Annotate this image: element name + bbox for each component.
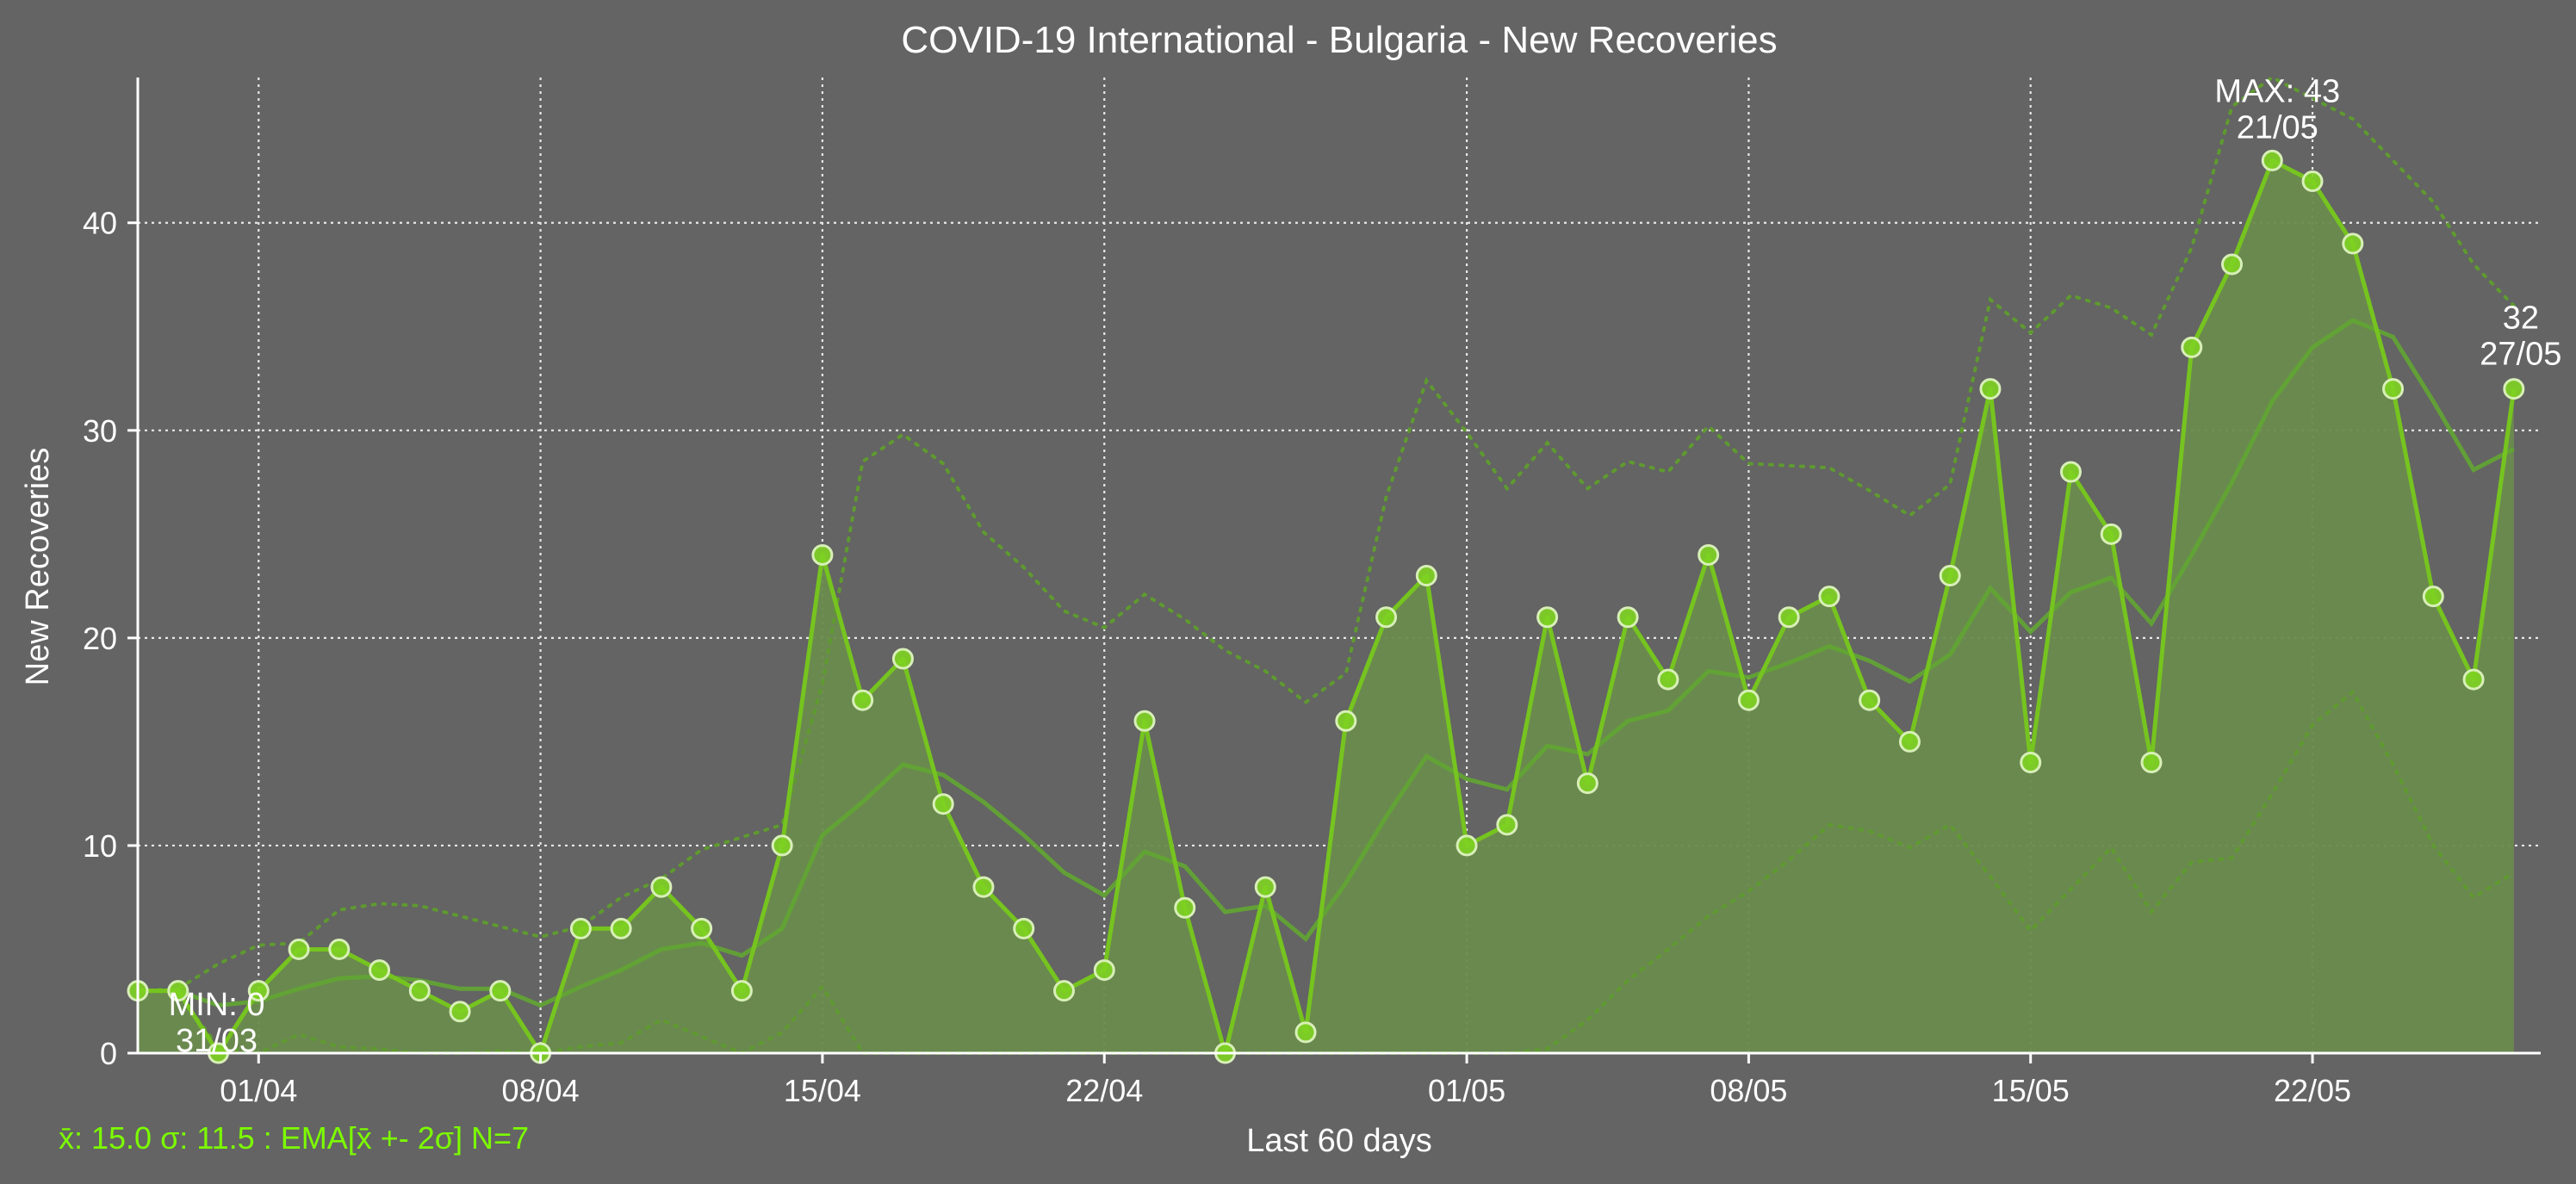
data-point (1698, 543, 1720, 566)
last-annotation-value: 32 (2503, 301, 2539, 337)
data-point (972, 876, 995, 898)
stats-footer: x̄: 15.0 σ: 11.5 : EMA[x̄ +- 2σ] N=7 (59, 1120, 529, 1156)
x-tick-label: 22/04 (1065, 1073, 1143, 1108)
data-point (2140, 752, 2163, 774)
min-annotation-date: 31/03 (176, 1023, 258, 1059)
data-point (2181, 336, 2203, 358)
data-point (569, 917, 592, 939)
data-point (2221, 253, 2244, 276)
data-point (2261, 149, 2283, 171)
data-point (2462, 668, 2485, 691)
x-tick-label: 15/05 (1992, 1073, 2070, 1108)
area-fill (138, 160, 2514, 1053)
data-point (369, 959, 391, 982)
data-point (1818, 586, 1840, 608)
data-point (691, 917, 713, 939)
area-polygon (138, 160, 2514, 1053)
data-point (1737, 689, 1760, 711)
chart-title: COVID-19 International - Bulgaria - New … (901, 19, 1777, 61)
data-point (1052, 980, 1075, 1002)
data-point (1939, 565, 1961, 587)
data-point (1294, 1021, 1317, 1044)
y-tick-label: 10 (83, 828, 117, 864)
data-point (1536, 606, 1559, 629)
data-point (1859, 689, 1881, 711)
ema-line (138, 318, 2515, 1008)
tick-labels: 0 10 20 30 40 01/04 08/04 15/04 22/04 01/05 08/05 1… (83, 206, 2351, 1108)
data-points (127, 149, 2525, 1064)
min-annotation-value: MIN: 0 (169, 987, 265, 1023)
max-annotation-value: MAX: 43 (2214, 73, 2340, 109)
data-point (167, 980, 189, 1002)
data-point (771, 834, 793, 857)
y-tick-label: 20 (83, 621, 117, 656)
data-point (1496, 814, 1518, 836)
data-point (1335, 710, 1357, 732)
data-point (247, 980, 270, 1002)
data-point (891, 648, 914, 670)
max-annotation-date: 21/05 (2237, 109, 2318, 146)
ema-band-lines (136, 75, 2516, 1056)
data-point (2382, 378, 2405, 400)
x-tick-label: 01/04 (220, 1073, 297, 1108)
series-path (138, 158, 2517, 1056)
data-point (2020, 752, 2042, 774)
data-point (610, 917, 632, 939)
series-line (138, 158, 2517, 1056)
ema-upper-band (136, 75, 2516, 993)
data-point (811, 543, 834, 566)
data-point (2059, 461, 2082, 483)
x-tick-label: 22/05 (2274, 1073, 2351, 1108)
data-point (288, 938, 310, 960)
y-axis-label: New Recoveries (20, 448, 56, 686)
y-tick-label: 30 (83, 413, 117, 449)
data-point (1415, 565, 1437, 587)
data-point (1174, 896, 1196, 919)
data-point (650, 876, 673, 898)
data-point (1778, 606, 1800, 629)
data-point (2503, 378, 2525, 400)
data-point (852, 689, 874, 711)
x-tick-label: 15/04 (784, 1073, 861, 1108)
data-point (2342, 232, 2364, 255)
data-point (1093, 959, 1115, 982)
data-point (730, 980, 753, 1002)
data-point (1576, 772, 1598, 795)
data-point (328, 938, 351, 960)
x-tick-label: 08/05 (1710, 1073, 1787, 1108)
x-tick-label: 08/04 (502, 1073, 580, 1108)
data-point (1375, 606, 1398, 629)
data-point (2301, 170, 2324, 193)
data-point (1254, 876, 1276, 898)
y-tick-label: 0 (100, 1036, 117, 1071)
data-point (1898, 730, 1921, 753)
ema-lower-band (136, 689, 2516, 1056)
data-point (489, 980, 512, 1002)
axes (127, 77, 2541, 1063)
x-tick-label: 01/05 (1428, 1073, 1505, 1108)
y-tick-label: 40 (83, 206, 117, 241)
data-point (1657, 668, 1679, 691)
data-point (1979, 378, 2002, 400)
data-point (2422, 586, 2444, 608)
x-axis-label: Last 60 days (1246, 1123, 1431, 1159)
data-point (1617, 606, 1639, 629)
data-point (932, 793, 954, 815)
last-annotation-date: 27/05 (2480, 337, 2561, 373)
data-point (1013, 917, 1035, 939)
ema-path (138, 318, 2515, 1008)
data-point (1456, 834, 1478, 857)
data-point (449, 1001, 471, 1023)
data-point (408, 980, 431, 1002)
data-point (2100, 523, 2122, 545)
data-point (1133, 710, 1156, 732)
